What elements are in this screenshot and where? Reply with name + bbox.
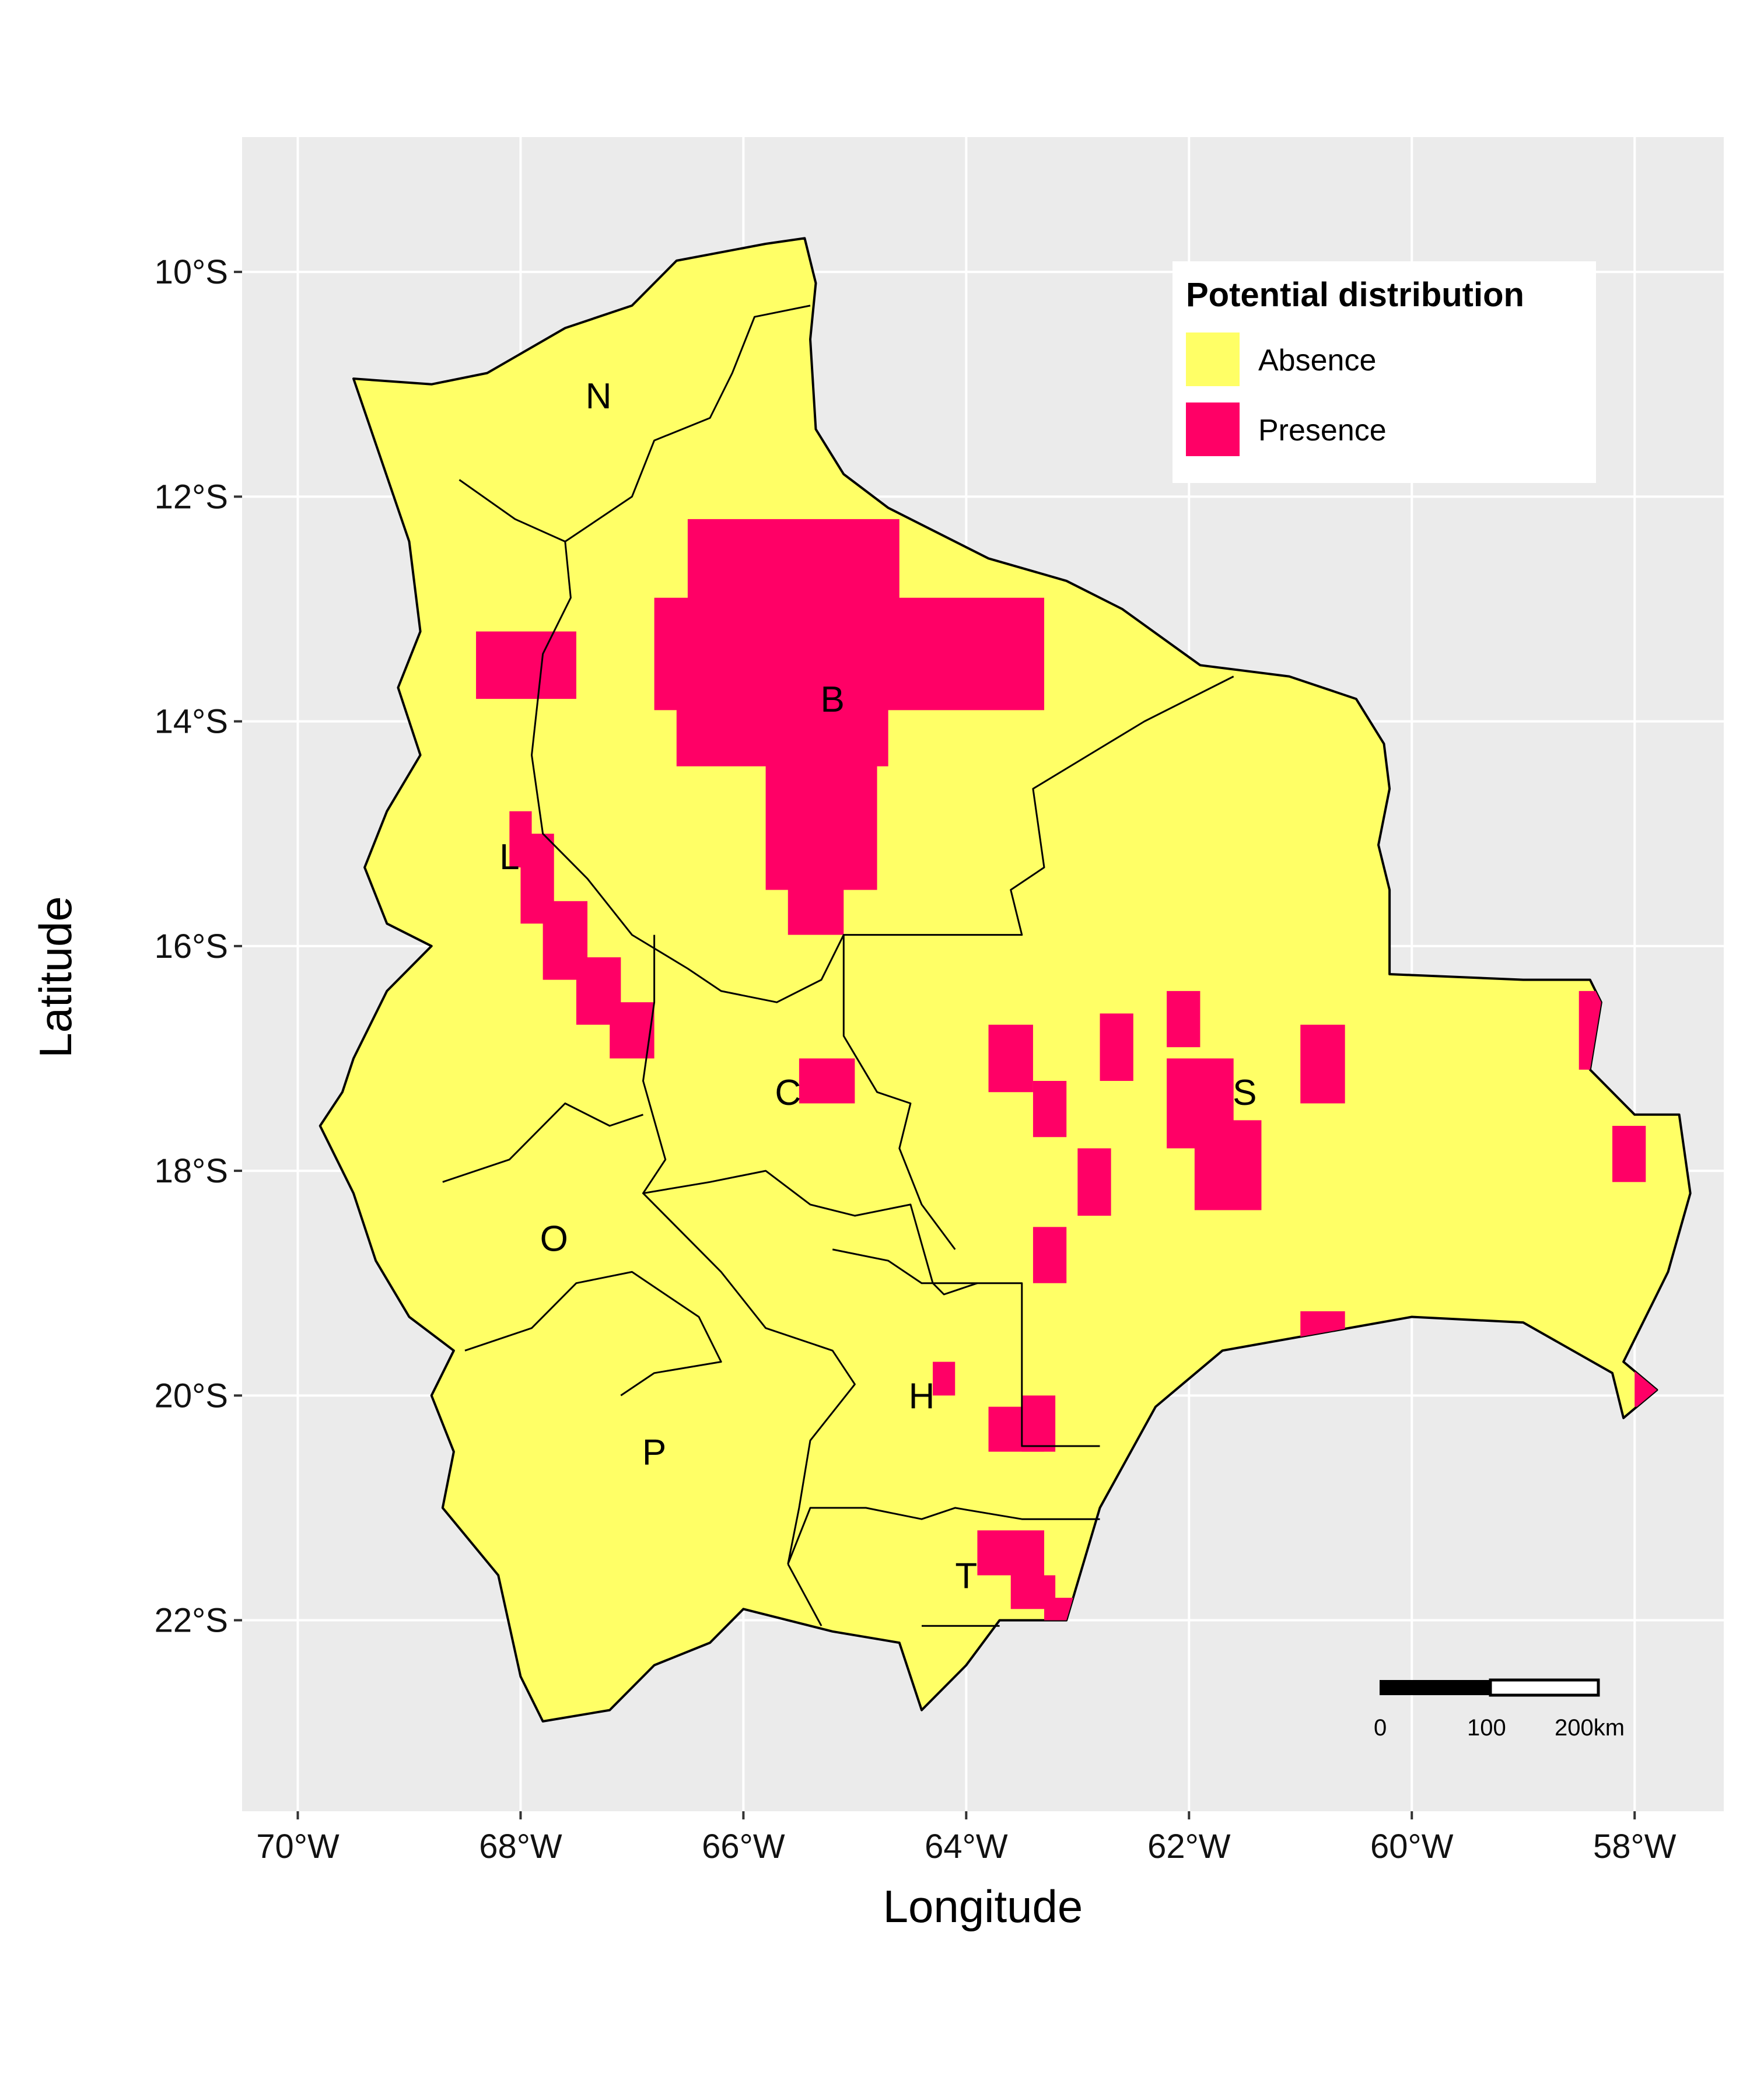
- department-label-h: H: [909, 1376, 935, 1416]
- department-label-b: B: [821, 680, 845, 720]
- department-label-p: P: [642, 1433, 666, 1473]
- presence-cell: [933, 1362, 956, 1396]
- scale-bar-white-segment: [1489, 1678, 1600, 1697]
- presence-cell: [921, 654, 989, 699]
- y-axis-title: Latitude: [30, 896, 81, 1058]
- legend-label-presence: Presence: [1258, 414, 1387, 447]
- department-label-l: L: [499, 837, 519, 877]
- department-label-c: C: [775, 1073, 801, 1113]
- x-tick-label: 60°W: [1370, 1828, 1454, 1866]
- y-tick-label: 20°S: [155, 1377, 228, 1415]
- presence-cells: [476, 519, 1657, 1632]
- presence-cell: [1194, 1120, 1262, 1210]
- department-boundary: [787, 1507, 1100, 1564]
- y-tick-label: 14°S: [155, 703, 228, 741]
- x-tick-label: 70°W: [256, 1828, 340, 1866]
- presence-cell: [1167, 991, 1200, 1048]
- department-boundary: [842, 935, 956, 1250]
- department-boundaries: [442, 304, 1234, 1627]
- presence-cell: [1032, 1227, 1067, 1283]
- presence-cell: [1100, 1013, 1133, 1081]
- legend: Potential distribution Absence Presence: [1172, 261, 1596, 483]
- scale-bar-black-segment: [1380, 1680, 1490, 1695]
- department-label-n: N: [586, 376, 612, 416]
- x-axis-ticks: 70°W 68°W 66°W 64°W 62°W 60°W 58°W: [256, 1811, 1676, 1866]
- department-boundary: [787, 1563, 822, 1626]
- department-labels: N B L C S O H P T: [499, 376, 1256, 1596]
- department-boundary: [832, 1248, 1100, 1447]
- presence-cell: [988, 1024, 1033, 1093]
- department-boundary: [464, 1270, 722, 1396]
- x-tick-label: 62°W: [1147, 1828, 1231, 1866]
- y-tick-label: 10°S: [155, 253, 228, 291]
- presence-cell: [788, 834, 844, 935]
- x-axis-title: Longitude: [883, 1881, 1083, 1932]
- presence-cell: [799, 1058, 855, 1104]
- scale-bar: 0 100 200km: [1374, 1678, 1625, 1741]
- legend-label-absence: Absence: [1258, 344, 1376, 377]
- y-tick-label: 18°S: [155, 1152, 228, 1190]
- presence-cell: [1300, 1024, 1345, 1104]
- scale-label-100: 100: [1467, 1715, 1506, 1741]
- scale-label-0: 0: [1374, 1715, 1387, 1741]
- presence-cell: [1032, 1080, 1067, 1138]
- y-tick-label: 16°S: [155, 928, 228, 965]
- department-boundary: [564, 304, 811, 542]
- presence-cell: [1021, 1395, 1056, 1452]
- presence-cell: [1077, 1148, 1111, 1216]
- legend-title: Potential distribution: [1186, 276, 1524, 314]
- legend-swatch-absence: [1186, 332, 1240, 386]
- legend-swatch-presence: [1186, 402, 1240, 456]
- x-tick-label: 64°W: [925, 1828, 1008, 1866]
- department-label-t: T: [955, 1556, 977, 1597]
- presence-cell: [1612, 1126, 1646, 1182]
- x-tick-label: 66°W: [702, 1828, 785, 1866]
- department-label-o: O: [540, 1219, 568, 1259]
- y-axis-ticks: 10°S 12°S 14°S 16°S 18°S 20°S 22°S: [155, 253, 242, 1640]
- department-label-s: S: [1233, 1073, 1256, 1113]
- department-boundary: [642, 1192, 856, 1564]
- y-tick-label: 12°S: [155, 478, 228, 516]
- department-boundary: [459, 479, 566, 542]
- y-tick-label: 22°S: [155, 1602, 228, 1640]
- scale-label-200km: 200km: [1555, 1715, 1625, 1741]
- x-tick-label: 68°W: [479, 1828, 562, 1866]
- x-tick-label: 58°W: [1593, 1828, 1676, 1866]
- legend-background: [1172, 261, 1596, 483]
- department-boundary: [531, 541, 1234, 1003]
- department-boundary: [442, 1102, 643, 1183]
- presence-cell: [977, 1530, 1045, 1576]
- presence-cell: [476, 631, 576, 699]
